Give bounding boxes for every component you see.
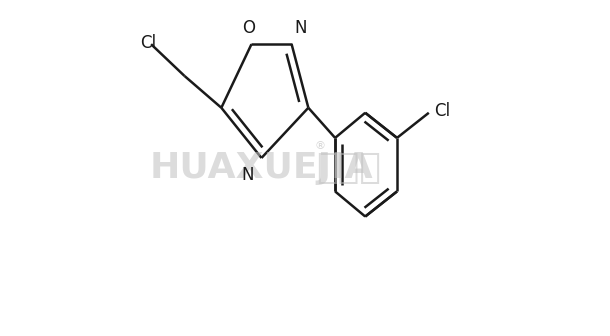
Text: Cl: Cl [434, 102, 450, 120]
Text: N: N [241, 166, 254, 184]
Text: Cl: Cl [140, 34, 156, 51]
Text: N: N [295, 19, 307, 37]
Text: ®: ® [315, 141, 326, 151]
Text: 化学加: 化学加 [316, 151, 381, 185]
Text: O: O [242, 19, 256, 37]
Text: HUAXUEJIA: HUAXUEJIA [149, 151, 373, 185]
